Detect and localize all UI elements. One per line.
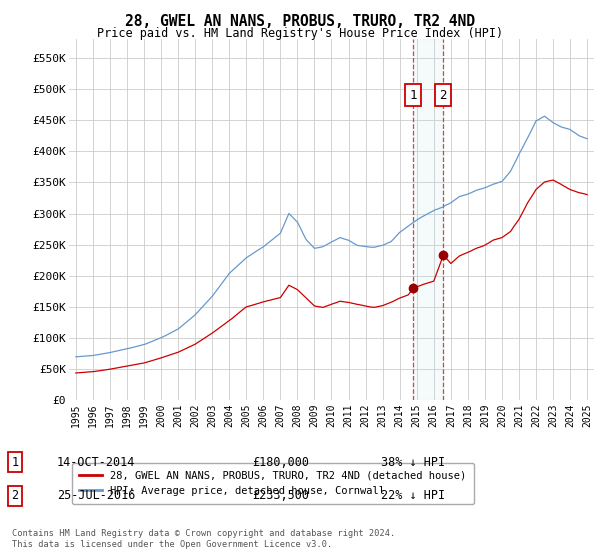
Text: Price paid vs. HM Land Registry's House Price Index (HPI): Price paid vs. HM Land Registry's House … [97, 27, 503, 40]
Text: £180,000: £180,000 [252, 455, 309, 469]
Bar [413, 39, 443, 400]
Legend: 28, GWEL AN NANS, PROBUS, TRURO, TR2 4ND (detached house), HPI: Average price, d: 28, GWEL AN NANS, PROBUS, TRURO, TR2 4ND… [71, 464, 473, 503]
Text: 25-JUL-2016: 25-JUL-2016 [57, 489, 136, 502]
Text: 28, GWEL AN NANS, PROBUS, TRURO, TR2 4ND: 28, GWEL AN NANS, PROBUS, TRURO, TR2 4ND [125, 14, 475, 29]
Text: 1: 1 [409, 88, 417, 102]
Text: Contains HM Land Registry data © Crown copyright and database right 2024.
This d: Contains HM Land Registry data © Crown c… [12, 529, 395, 549]
Text: 38% ↓ HPI: 38% ↓ HPI [381, 455, 445, 469]
Text: 2: 2 [11, 489, 19, 502]
Text: £233,500: £233,500 [252, 489, 309, 502]
Text: 14-OCT-2014: 14-OCT-2014 [57, 455, 136, 469]
Text: 1: 1 [11, 455, 19, 469]
Text: 2: 2 [440, 88, 447, 102]
Text: 22% ↓ HPI: 22% ↓ HPI [381, 489, 445, 502]
